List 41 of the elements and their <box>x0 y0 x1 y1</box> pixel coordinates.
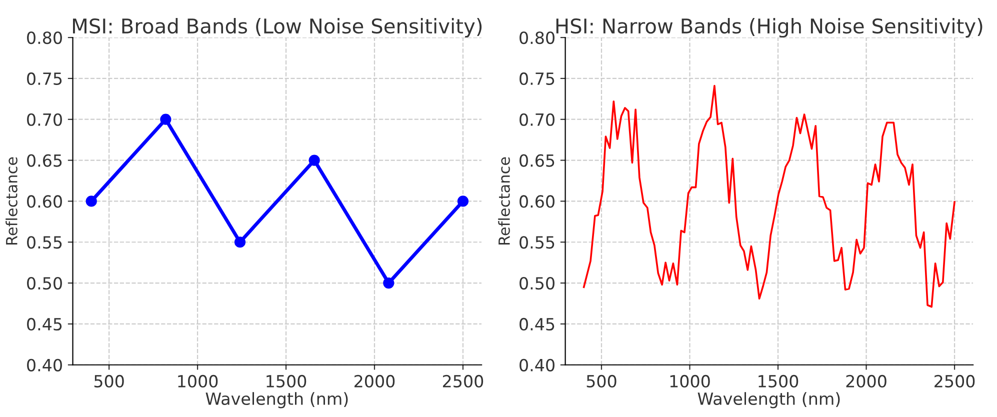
x-axis-title: Wavelength (nm) <box>698 392 840 408</box>
y-tick-label: 0.75 <box>27 72 62 86</box>
y-tick-label: 0.70 <box>520 113 554 126</box>
y-tick-label: 0.55 <box>520 236 554 249</box>
y-tick-label: 0.80 <box>520 31 554 44</box>
x-tick-label: 1000 <box>670 374 710 388</box>
y-axis-title: Reflectance <box>6 157 18 244</box>
x-axis-title: Wavelength (nm) <box>206 392 348 408</box>
y-tick-label: 0.65 <box>520 154 554 167</box>
point <box>383 277 394 289</box>
y-tick-label: 0.40 <box>520 358 554 372</box>
y-tick-label: 0.40 <box>27 358 62 372</box>
line-series <box>582 84 956 308</box>
x-tick-label: 500 <box>94 374 124 388</box>
point <box>160 114 172 125</box>
y-tick-label: 0.55 <box>27 236 62 249</box>
x-tick-label: 2000 <box>846 374 886 388</box>
point <box>457 196 469 207</box>
point <box>234 236 246 248</box>
y-tick-label: 0.60 <box>27 195 62 208</box>
y-tick-label: 0.45 <box>520 318 554 331</box>
y-tick-label: 0.65 <box>27 154 62 167</box>
y-axis-title: Reflectance <box>498 157 510 244</box>
x-tick-label: 2500 <box>442 374 484 388</box>
chart-title: MSI: Broad Bands (Low Noise Sensitivity) <box>73 18 482 38</box>
y-tick-label: 0.80 <box>27 31 62 44</box>
x-tick-label: 2000 <box>354 374 395 388</box>
x-tick-label: 1500 <box>266 374 306 388</box>
x-tick-label: 1500 <box>758 374 798 388</box>
y-tick-label: 0.75 <box>520 72 554 86</box>
y-tick-label: 0.60 <box>520 195 554 208</box>
x-tick-label: 2500 <box>934 374 975 388</box>
y-tick-label: 0.45 <box>27 318 62 331</box>
x-tick-label: 500 <box>586 374 616 388</box>
point <box>86 196 97 207</box>
y-tick-label: 0.50 <box>520 277 554 290</box>
chart-title: HSI: Narrow Bands (High Noise Sensitivity) <box>556 18 982 38</box>
y-tick-label: 0.70 <box>27 113 62 126</box>
y-tick-label: 0.50 <box>27 277 62 290</box>
point <box>308 154 320 166</box>
x-tick-label: 1000 <box>178 374 218 388</box>
